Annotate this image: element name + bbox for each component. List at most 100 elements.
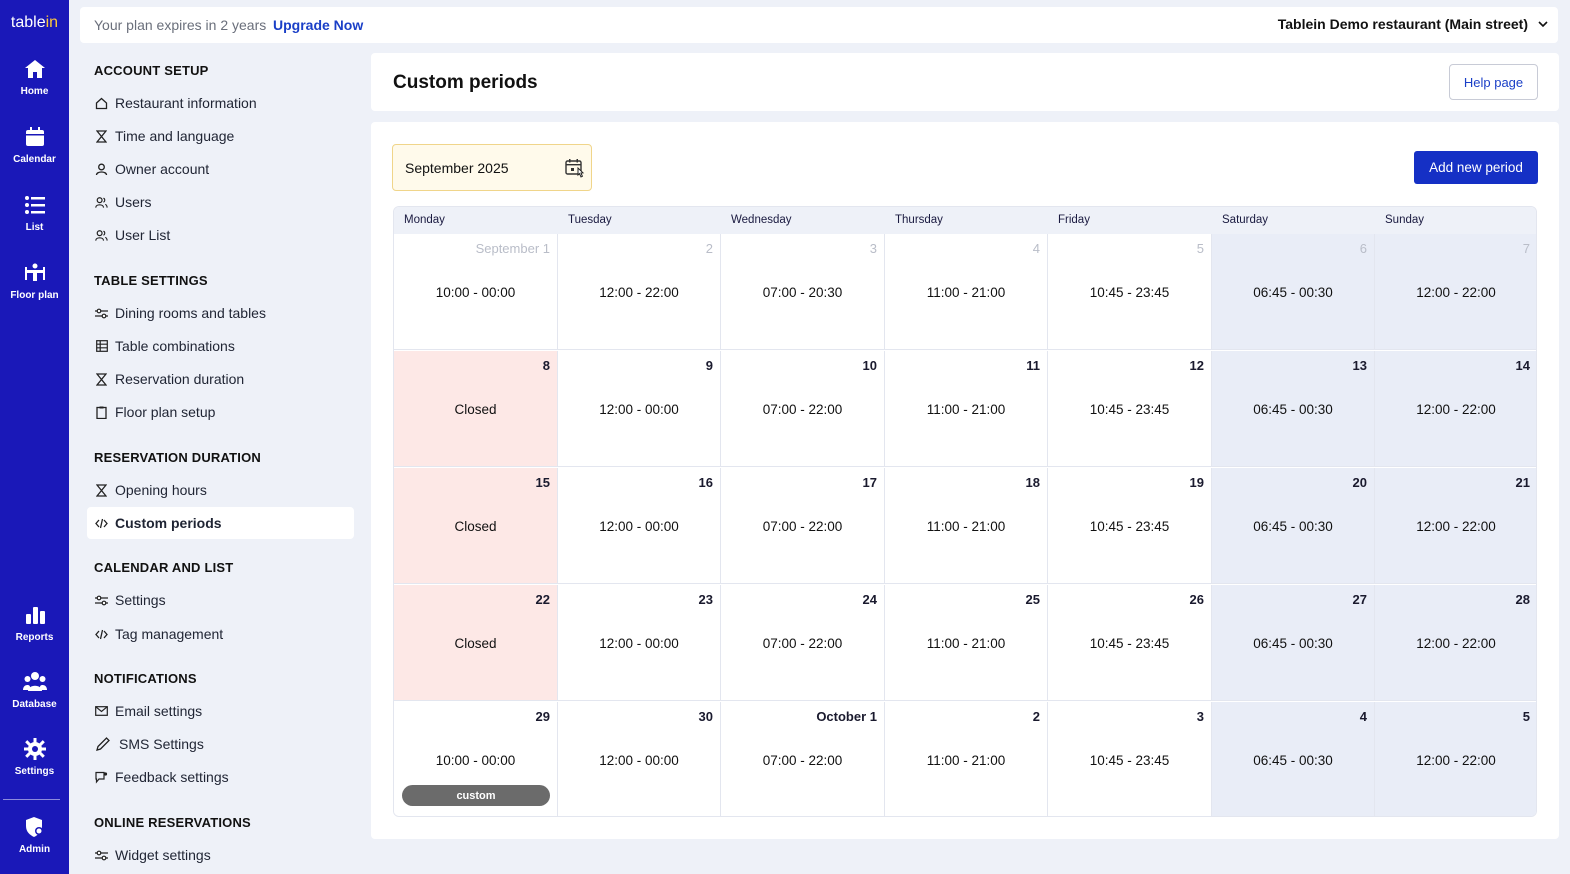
day-number: 20 bbox=[1352, 475, 1367, 490]
day-number: 27 bbox=[1352, 592, 1367, 607]
rail-item-calendar[interactable]: Calendar bbox=[0, 126, 69, 165]
calendar-day-cell[interactable]: 12 10:45 - 23:45 bbox=[1048, 351, 1212, 467]
opening-hours: 06:45 - 00:30 bbox=[1253, 636, 1333, 651]
sidebar-item-reservation-duration[interactable]: Reservation duration bbox=[87, 363, 354, 395]
calendar-day-cell[interactable]: 5 10:45 - 23:45 bbox=[1048, 234, 1212, 350]
feedback-icon bbox=[95, 771, 108, 784]
calendar-day-cell[interactable]: 8 Closed bbox=[394, 351, 558, 467]
sidebar-item-user-list[interactable]: User List bbox=[87, 219, 354, 251]
sidebar-item-email-settings[interactable]: Email settings bbox=[87, 695, 354, 727]
rail-item-admin[interactable]: Admin bbox=[0, 816, 69, 855]
month-picker[interactable]: September 2025 bbox=[392, 144, 592, 191]
calendar-day-cell[interactable]: 23 12:00 - 00:00 bbox=[558, 585, 721, 701]
opening-hours: 07:00 - 22:00 bbox=[762, 519, 843, 534]
rail-item-home[interactable]: Home bbox=[0, 58, 69, 97]
calendar-day-cell[interactable]: 27 06:45 - 00:30 bbox=[1212, 585, 1375, 701]
calendar-day-cell[interactable]: 24 07:00 - 22:00 bbox=[721, 585, 885, 701]
calendar-day-cell[interactable]: 13 06:45 - 00:30 bbox=[1212, 351, 1375, 467]
day-number: 17 bbox=[862, 475, 877, 490]
rail-item-reports[interactable]: Reports bbox=[0, 604, 69, 643]
calendar-day-cell[interactable]: 18 11:00 - 21:00 bbox=[885, 468, 1048, 584]
calendar-day-cell[interactable]: 17 07:00 - 22:00 bbox=[721, 468, 885, 584]
sidebar-item-owner-account[interactable]: Owner account bbox=[87, 153, 354, 185]
sidebar-item-restaurant-information[interactable]: Restaurant information bbox=[87, 87, 354, 119]
calendar-day-cell[interactable]: 22 Closed bbox=[394, 585, 558, 701]
sidebar-item-tag-management[interactable]: Tag management bbox=[87, 618, 354, 650]
upgrade-now-link[interactable]: Upgrade Now bbox=[273, 17, 364, 33]
section-title-account-setup: ACCOUNT SETUP bbox=[94, 63, 209, 78]
calendar-day-cell[interactable]: 15 Closed bbox=[394, 468, 558, 584]
calendar-day-cell[interactable]: 20 06:45 - 00:30 bbox=[1212, 468, 1375, 584]
sidebar-item-sms-settings[interactable]: SMS Settings bbox=[87, 728, 354, 760]
day-number: 11 bbox=[1026, 358, 1040, 373]
sidebar-item-floor-plan-setup[interactable]: Floor plan setup bbox=[87, 396, 354, 428]
calendar-day-cell[interactable]: 4 11:00 - 21:00 bbox=[885, 234, 1048, 350]
calendar-day-cell[interactable]: 28 12:00 - 22:00 bbox=[1375, 585, 1536, 701]
calendar-picker-icon[interactable] bbox=[565, 158, 585, 178]
calendar-day-cell[interactable]: 25 11:00 - 21:00 bbox=[885, 585, 1048, 701]
weekday-label: Saturday bbox=[1222, 214, 1269, 226]
day-number: 23 bbox=[698, 592, 713, 607]
calendar-day-cell[interactable]: 30 12:00 - 00:00 bbox=[558, 702, 721, 816]
sidebar-item-custom-periods[interactable]: Custom periods bbox=[87, 507, 354, 539]
calendar-day-cell[interactable]: 10 07:00 - 22:00 bbox=[721, 351, 885, 467]
calendar-day-cell[interactable]: 9 12:00 - 00:00 bbox=[558, 351, 721, 467]
calendar-day-cell[interactable]: 26 10:45 - 23:45 bbox=[1048, 585, 1212, 701]
hourglass-icon bbox=[95, 483, 108, 497]
opening-hours: 12:00 - 22:00 bbox=[1416, 753, 1496, 768]
day-number: 26 bbox=[1189, 592, 1204, 607]
brand-logo[interactable]: tablein bbox=[10, 14, 59, 31]
calendar-day-cell[interactable]: October 1 07:00 - 22:00 bbox=[721, 702, 885, 816]
opening-hours: 12:00 - 22:00 bbox=[599, 285, 679, 300]
code-icon bbox=[95, 517, 108, 530]
rail-item-floor-plan[interactable]: Floor plan bbox=[0, 262, 69, 301]
weekday-label: Wednesday bbox=[731, 214, 792, 226]
opening-hours: 12:00 - 00:00 bbox=[599, 636, 679, 651]
rail-item-database[interactable]: Database bbox=[0, 671, 69, 710]
chevron-down-icon bbox=[1538, 20, 1548, 27]
rail-item-settings[interactable]: Settings bbox=[0, 738, 69, 777]
restaurant-selector[interactable]: Tablein Demo restaurant (Main street) bbox=[1278, 16, 1548, 32]
calendar-day-cell[interactable]: 3 10:45 - 23:45 bbox=[1048, 702, 1212, 816]
code-icon bbox=[95, 628, 108, 641]
calendar-day-cell[interactable]: 14 12:00 - 22:00 bbox=[1375, 351, 1536, 467]
calendar-day-cell[interactable]: 7 12:00 - 22:00 bbox=[1375, 234, 1536, 350]
opening-hours: 07:00 - 22:00 bbox=[762, 753, 843, 768]
calendar-day-cell[interactable]: 19 10:45 - 23:45 bbox=[1048, 468, 1212, 584]
calendar-day-cell[interactable]: 16 12:00 - 00:00 bbox=[558, 468, 721, 584]
month-calendar: Monday Tuesday Wednesday Thursday Friday… bbox=[393, 206, 1537, 817]
top-bar: Your plan expires in 2 years Upgrade Now… bbox=[80, 7, 1558, 43]
calendar-day-cell[interactable]: 21 12:00 - 22:00 bbox=[1375, 468, 1536, 584]
day-number: 5 bbox=[1522, 709, 1530, 724]
rail-item-list[interactable]: List bbox=[0, 194, 69, 233]
calendar-day-cell[interactable]: 11 11:00 - 21:00 bbox=[885, 351, 1048, 467]
custom-period-badge[interactable]: custom bbox=[402, 785, 550, 806]
sidebar-item-widget-settings[interactable]: Widget settings bbox=[87, 839, 354, 871]
calendar-day-cell[interactable]: 5 12:00 - 22:00 bbox=[1375, 702, 1536, 816]
sidebar-item-dining-rooms-and-tables[interactable]: Dining rooms and tables bbox=[87, 297, 354, 329]
sidebar-item-settings[interactable]: Settings bbox=[87, 584, 354, 616]
opening-hours: 10:45 - 23:45 bbox=[1089, 402, 1170, 417]
sidebar-item-table-combinations[interactable]: Table combinations bbox=[87, 330, 354, 362]
day-number: 16 bbox=[698, 475, 713, 490]
sidebar-item-feedback-settings[interactable]: Feedback settings bbox=[87, 761, 354, 793]
day-number: 2 bbox=[705, 241, 713, 256]
hourglass-icon bbox=[95, 372, 108, 386]
calendar-day-cell[interactable]: 2 11:00 - 21:00 bbox=[885, 702, 1048, 816]
calendar-day-cell[interactable]: 29 10:00 - 00:00 custom bbox=[394, 702, 558, 816]
day-number: 28 bbox=[1515, 592, 1530, 607]
calendar-day-cell[interactable]: 2 12:00 - 22:00 bbox=[558, 234, 721, 350]
clipboard-icon bbox=[95, 406, 108, 419]
sidebar-item-time-and-language[interactable]: Time and language bbox=[87, 120, 354, 152]
calendar-day-cell[interactable]: 6 06:45 - 00:30 bbox=[1212, 234, 1375, 350]
sidebar-item-users[interactable]: Users bbox=[87, 186, 354, 218]
opening-hours: 06:45 - 00:30 bbox=[1253, 402, 1333, 417]
opening-hours: 07:00 - 20:30 bbox=[762, 285, 843, 300]
help-page-button[interactable]: Help page bbox=[1449, 64, 1538, 100]
opening-hours: 10:45 - 23:45 bbox=[1089, 636, 1170, 651]
calendar-day-cell[interactable]: 4 06:45 - 00:30 bbox=[1212, 702, 1375, 816]
add-new-period-button[interactable]: Add new period bbox=[1414, 151, 1538, 184]
calendar-day-cell[interactable]: 3 07:00 - 20:30 bbox=[721, 234, 885, 350]
calendar-day-cell[interactable]: September 1 10:00 - 00:00 bbox=[394, 234, 558, 350]
sidebar-item-opening-hours[interactable]: Opening hours bbox=[87, 474, 354, 506]
